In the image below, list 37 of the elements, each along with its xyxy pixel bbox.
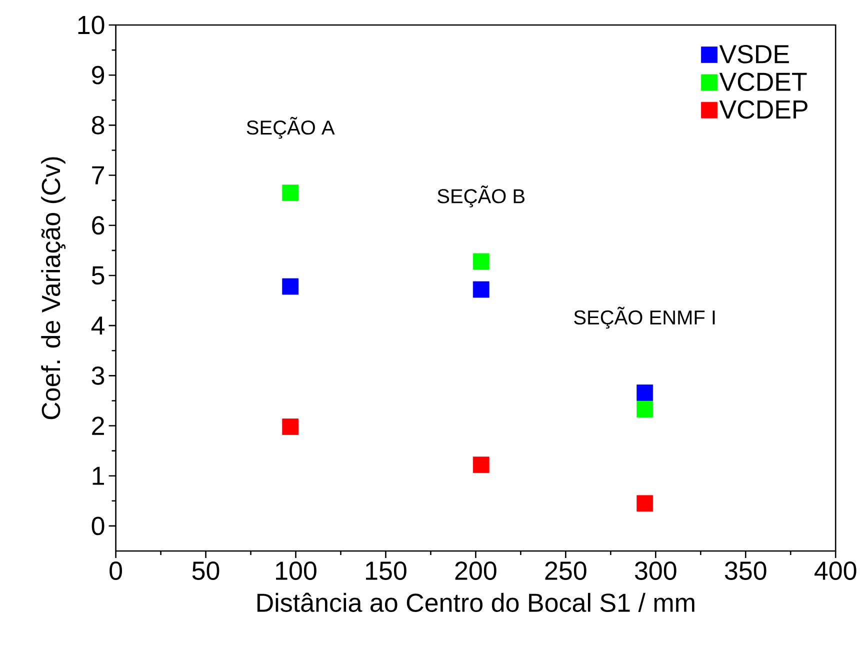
y-tick-label: 9 bbox=[92, 66, 104, 84]
x-tick-label: 350 bbox=[724, 562, 766, 580]
y-tick-label: 0 bbox=[92, 516, 104, 536]
y-tick-label: 10 bbox=[78, 16, 104, 34]
legend-label: VCDET bbox=[719, 72, 807, 92]
y-tick-label: 4 bbox=[91, 316, 105, 335]
annotation: SEÇÃO B bbox=[438, 186, 524, 208]
y-tick-label: 2 bbox=[92, 416, 104, 435]
y-tick-label: 7 bbox=[92, 166, 104, 184]
point bbox=[636, 384, 654, 401]
point bbox=[282, 184, 299, 202]
point bbox=[636, 401, 654, 418]
point bbox=[472, 281, 490, 298]
x-axis-title: Distância ao Centro do Bocal S1 / mm bbox=[257, 592, 694, 612]
annotation: SEÇÃO A bbox=[246, 116, 335, 139]
point bbox=[472, 456, 490, 474]
legend-label: VCDEP bbox=[719, 100, 808, 119]
y-tick-label: 8 bbox=[92, 116, 104, 134]
x-tick-label: 300 bbox=[634, 562, 676, 580]
point bbox=[282, 418, 299, 435]
x-tick-label: 200 bbox=[455, 562, 496, 580]
x-tick-label: 150 bbox=[366, 562, 406, 580]
annotation: SEÇÃO ENMF I bbox=[574, 306, 715, 329]
x-tick-label: 100 bbox=[276, 562, 316, 580]
x-tick-label: 250 bbox=[545, 562, 586, 580]
y-tick-label: 1 bbox=[92, 466, 104, 485]
legend-label: VSDE bbox=[719, 44, 789, 64]
y-tick-label: 5 bbox=[92, 266, 104, 285]
point bbox=[472, 253, 490, 270]
y-tick-label: 6 bbox=[92, 216, 104, 235]
y-tick-label: 3 bbox=[92, 366, 104, 385]
x-tick-label: 50 bbox=[192, 562, 220, 580]
point bbox=[636, 495, 654, 512]
x-tick-label: 400 bbox=[814, 562, 856, 580]
x-tick-label: 0 bbox=[110, 562, 122, 580]
y-axis-title: Coef. de Variação (Cv) bbox=[41, 157, 66, 420]
point bbox=[282, 278, 299, 295]
